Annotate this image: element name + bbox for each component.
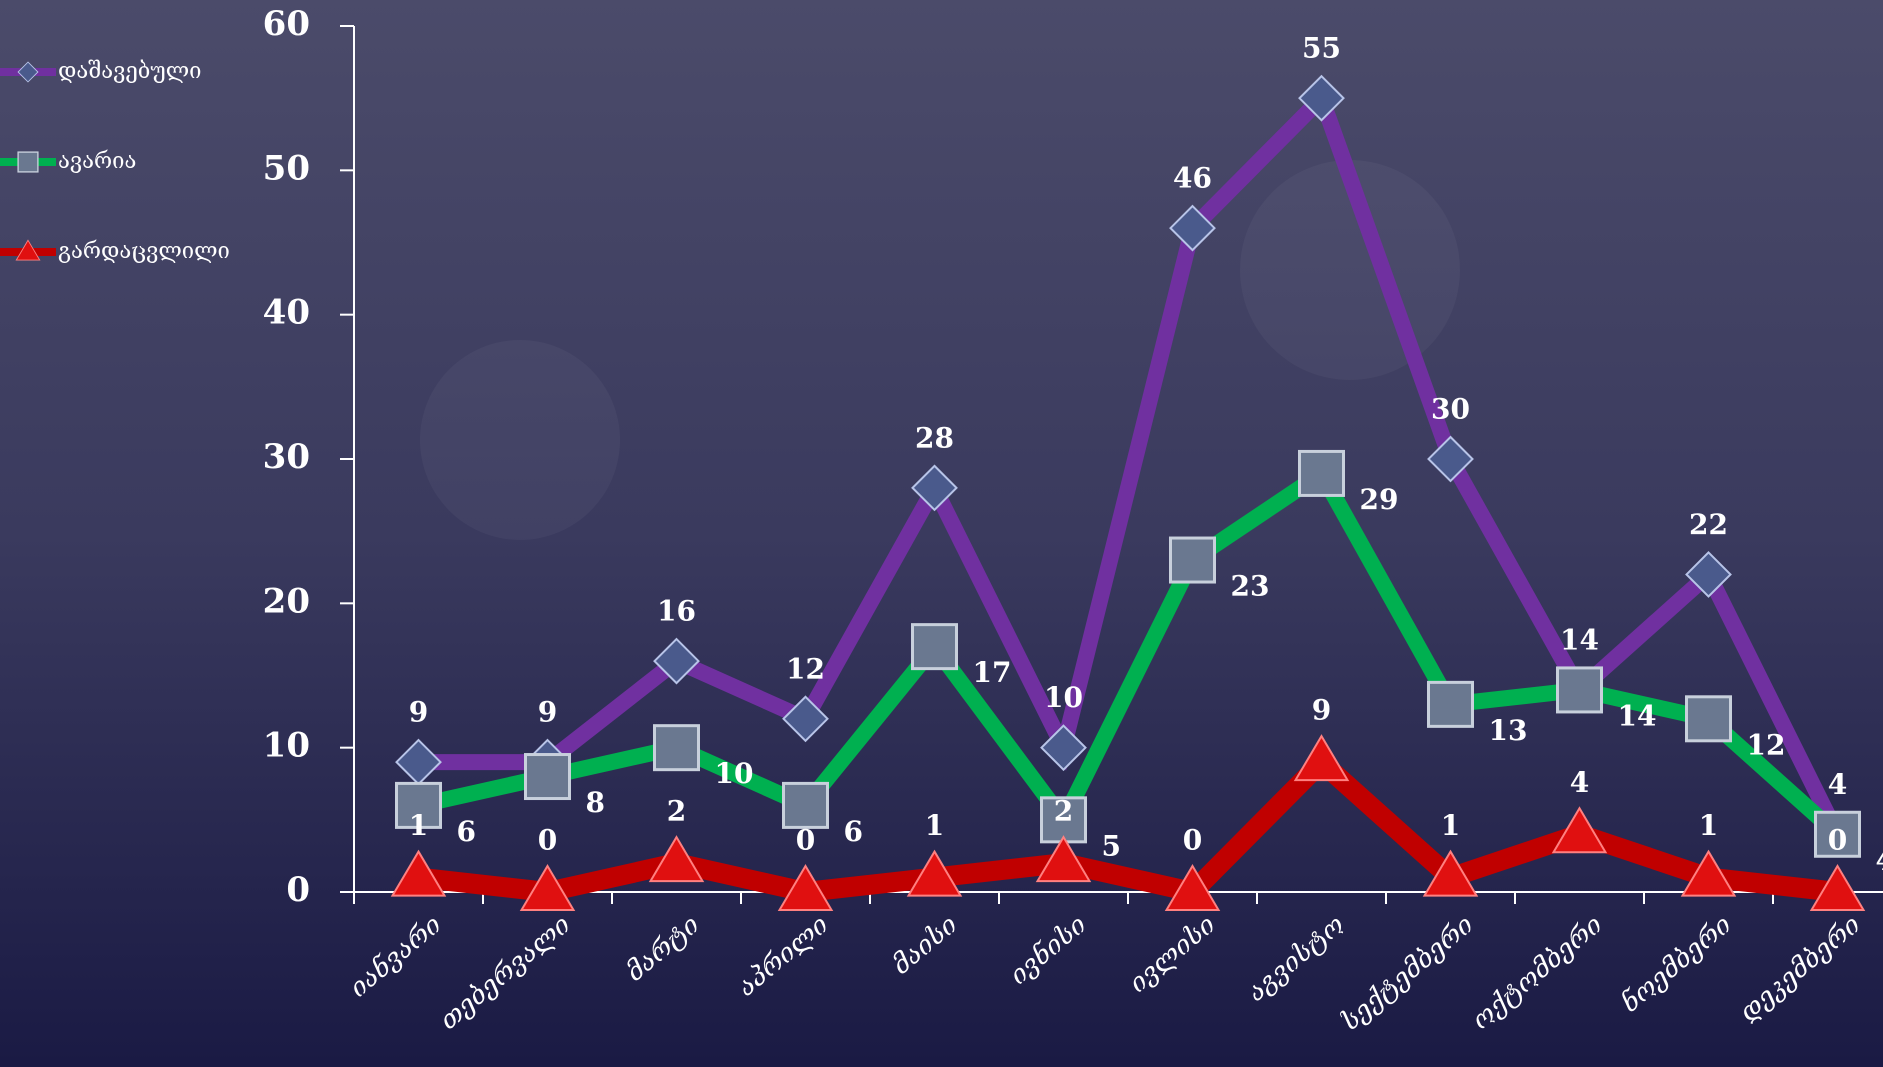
- y-tick-label: 60: [263, 4, 310, 44]
- legend-marker: [18, 152, 38, 172]
- y-tick-label: 10: [263, 726, 310, 766]
- data-label: 14: [1618, 699, 1657, 732]
- page: 0102030405060იანვარითებერვალიმარტიაპრილი…: [0, 0, 1883, 1067]
- data-label: 1: [1441, 809, 1460, 842]
- data-label: 12: [1747, 728, 1786, 761]
- y-tick-label: 30: [263, 437, 310, 477]
- legend-label: გარდაცვლილი: [58, 239, 230, 264]
- legend-label: დაშავებული: [58, 59, 201, 84]
- marker: [18, 152, 38, 172]
- data-label: 0: [538, 824, 557, 857]
- data-label: 30: [1431, 393, 1470, 426]
- y-tick-label: 50: [263, 148, 310, 188]
- marker: [655, 726, 699, 770]
- data-label: 1: [409, 809, 428, 842]
- data-label: 9: [409, 696, 428, 729]
- marker: [913, 625, 957, 669]
- data-label: 2: [667, 795, 686, 828]
- data-label: 6: [844, 815, 863, 848]
- data-label: 2: [1054, 795, 1073, 828]
- data-label: 12: [786, 652, 825, 685]
- data-label: 14: [1560, 623, 1599, 656]
- marker: [1300, 451, 1344, 495]
- data-label: 10: [1044, 681, 1083, 714]
- data-label: 17: [973, 656, 1012, 689]
- data-label: 5: [1102, 829, 1121, 862]
- data-label: 0: [796, 824, 815, 857]
- data-label: 46: [1173, 162, 1212, 195]
- data-label: 13: [1489, 714, 1528, 747]
- data-label: 4: [1570, 766, 1589, 799]
- data-label: 9: [1312, 694, 1331, 727]
- legend-label: ავარია: [58, 149, 136, 174]
- data-label: 29: [1360, 483, 1399, 516]
- data-label: 23: [1231, 570, 1270, 603]
- chart: 0102030405060იანვარითებერვალიმარტიაპრილი…: [0, 0, 1883, 1067]
- data-label: 0: [1183, 824, 1202, 857]
- data-label: 16: [657, 595, 696, 628]
- data-label: 1: [1699, 809, 1718, 842]
- data-label: 28: [915, 421, 954, 454]
- y-tick-label: 20: [263, 581, 310, 621]
- y-tick-label: 40: [263, 293, 310, 333]
- marker: [1429, 682, 1473, 726]
- marker: [784, 783, 828, 827]
- data-label: 9: [538, 696, 557, 729]
- marker: [1687, 697, 1731, 741]
- data-label: 6: [457, 815, 476, 848]
- data-label: 4: [1876, 844, 1883, 877]
- background-decor: [420, 340, 620, 540]
- marker: [1171, 538, 1215, 582]
- data-label: 4: [1828, 768, 1847, 801]
- marker: [526, 755, 570, 799]
- data-label: 55: [1302, 32, 1341, 65]
- y-tick-label: 0: [286, 870, 310, 910]
- data-label: 10: [715, 757, 754, 790]
- marker: [1558, 668, 1602, 712]
- data-label: 0: [1828, 824, 1847, 857]
- data-label: 1: [925, 809, 944, 842]
- data-label: 22: [1689, 508, 1728, 541]
- data-label: 8: [586, 786, 605, 819]
